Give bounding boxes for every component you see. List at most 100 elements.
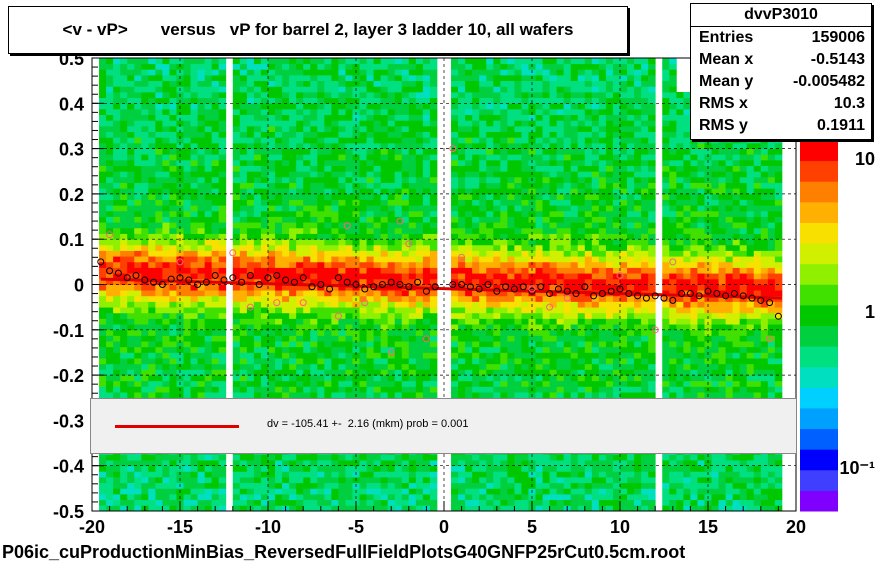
heat-cell — [310, 341, 318, 348]
heat-cell — [134, 346, 142, 353]
heat-cell — [394, 193, 403, 200]
heat-cell — [127, 125, 135, 133]
heat-cell — [401, 103, 410, 110]
heat-cell — [359, 301, 367, 308]
heat-cell — [451, 103, 459, 110]
heat-cell — [472, 392, 480, 399]
heat-cell — [127, 363, 135, 370]
heat-cell — [275, 488, 283, 495]
heat-cell — [155, 216, 163, 223]
heat-cell — [289, 58, 297, 65]
heat-cell — [352, 233, 360, 240]
heat-cell — [324, 114, 332, 121]
heat-cell — [359, 471, 367, 478]
heat-cell — [549, 375, 558, 382]
heat-cell — [458, 273, 466, 280]
heat-cell — [169, 137, 177, 144]
heat-cell — [141, 114, 149, 121]
heat-cell — [253, 335, 262, 342]
heat-cell — [331, 352, 339, 359]
heat-cell — [549, 199, 558, 206]
heat-cell — [176, 352, 184, 359]
heat-cell — [120, 363, 128, 370]
heat-cell — [197, 69, 206, 76]
heat-cell — [134, 80, 142, 87]
heat-cell — [211, 216, 220, 223]
heat-cell — [394, 205, 403, 212]
heat-cell — [141, 165, 149, 172]
heat-cell — [190, 80, 198, 87]
heat-cell — [345, 363, 353, 370]
heat-cell — [345, 471, 353, 478]
heat-cell — [394, 454, 403, 461]
heat-cell — [183, 250, 191, 257]
heat-cell — [127, 324, 135, 331]
heat-cell — [408, 329, 417, 336]
heat-cell — [134, 86, 142, 93]
heat-cell — [310, 301, 318, 308]
heat-cell — [232, 142, 241, 149]
heat-cell — [472, 210, 480, 217]
heat-cell — [303, 159, 311, 166]
heat-cell — [253, 454, 262, 461]
heat-cell — [176, 358, 184, 365]
heat-cell — [465, 142, 473, 149]
heat-cell — [106, 114, 114, 121]
heat-cell — [282, 454, 290, 461]
heat-cell — [141, 363, 149, 370]
heat-cell — [366, 494, 374, 501]
heat-cell — [507, 284, 515, 291]
heat-cell — [246, 91, 255, 99]
heat-cell — [415, 295, 424, 302]
heat-cell — [204, 369, 213, 376]
heat-cell — [141, 465, 149, 472]
heat-cell — [296, 329, 304, 336]
heat-cell — [99, 137, 107, 144]
heat-cell — [141, 346, 149, 353]
heat-cell — [408, 471, 417, 478]
heat-cell — [373, 154, 382, 161]
heat-cell — [253, 273, 262, 280]
heat-cell — [521, 346, 529, 353]
heat-cell — [183, 465, 191, 472]
heat-cell — [134, 267, 142, 274]
heat-cell — [486, 312, 494, 319]
heat-cell — [366, 154, 374, 161]
heat-cell — [183, 125, 191, 133]
heat-cell — [204, 380, 213, 387]
heat-cell — [120, 256, 128, 263]
heat-cell — [535, 233, 543, 240]
heat-cell — [359, 142, 367, 149]
heat-cell — [218, 250, 227, 257]
heat-cell — [535, 137, 543, 144]
heat-cell — [401, 375, 410, 382]
heat-cell — [204, 488, 213, 495]
heat-cell — [310, 97, 318, 104]
heat-cell — [493, 352, 501, 359]
heat-cell — [232, 295, 241, 302]
heat-cell — [408, 97, 417, 104]
heat-cell — [99, 108, 107, 116]
heat-cell — [324, 505, 332, 512]
heat-cell — [514, 392, 522, 399]
heat-cell — [141, 108, 149, 116]
heat-cell — [148, 290, 156, 297]
heat-cell — [169, 324, 177, 331]
heat-cell — [148, 199, 156, 206]
heat-cell — [451, 312, 459, 319]
heat-cell — [359, 205, 367, 212]
heat-cell — [148, 358, 156, 365]
heat-cell — [493, 216, 501, 223]
heat-cell — [542, 471, 550, 478]
heat-cell — [479, 369, 487, 376]
heat-cell — [422, 103, 431, 110]
heat-cell — [331, 216, 339, 223]
heat-cell — [415, 91, 424, 99]
heat-cell — [253, 369, 262, 376]
heat-cell — [500, 335, 508, 342]
heat-cell — [303, 154, 311, 161]
heat-cell — [197, 199, 206, 206]
heat-cell — [535, 171, 543, 178]
heat-cell — [310, 148, 318, 155]
heat-cell — [359, 307, 367, 314]
